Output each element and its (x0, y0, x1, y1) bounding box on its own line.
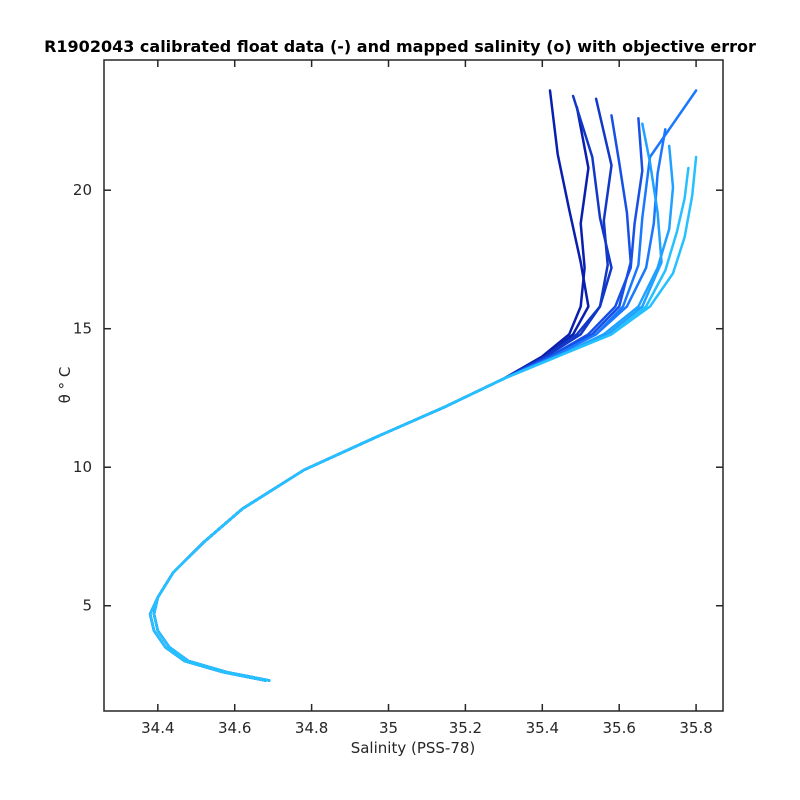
axes-box (103, 59, 724, 712)
x-axis-label: Salinity (PSS-78) (351, 739, 476, 757)
chart-title: R1902043 calibrated float data (-) and m… (44, 37, 756, 56)
series-layer (148, 89, 698, 682)
x-tick-label: 35.2 (449, 719, 482, 737)
x-tick-label: 35.6 (602, 719, 635, 737)
x-tick-label: 34.8 (295, 719, 328, 737)
y-tick-label: 20 (73, 181, 92, 199)
x-tick-label: 34.4 (141, 719, 174, 737)
y-tick-label: 15 (73, 320, 92, 338)
x-tick-label: 35.4 (526, 719, 559, 737)
x-tick-label: 35 (379, 719, 398, 737)
y-axis-label: θ ° C (56, 367, 74, 404)
plot-area (104, 60, 723, 711)
y-tick-label: 5 (82, 597, 92, 615)
profile-line-12 (148, 166, 690, 682)
x-tick-label: 34.6 (218, 719, 251, 737)
x-tick-label: 35.8 (679, 719, 712, 737)
y-tick-label: 10 (73, 458, 92, 476)
ticks-layer: 34.4 34.6 34.8 35 35.2 35.4 35.6 35.8 5 10 15 20 (73, 60, 723, 737)
